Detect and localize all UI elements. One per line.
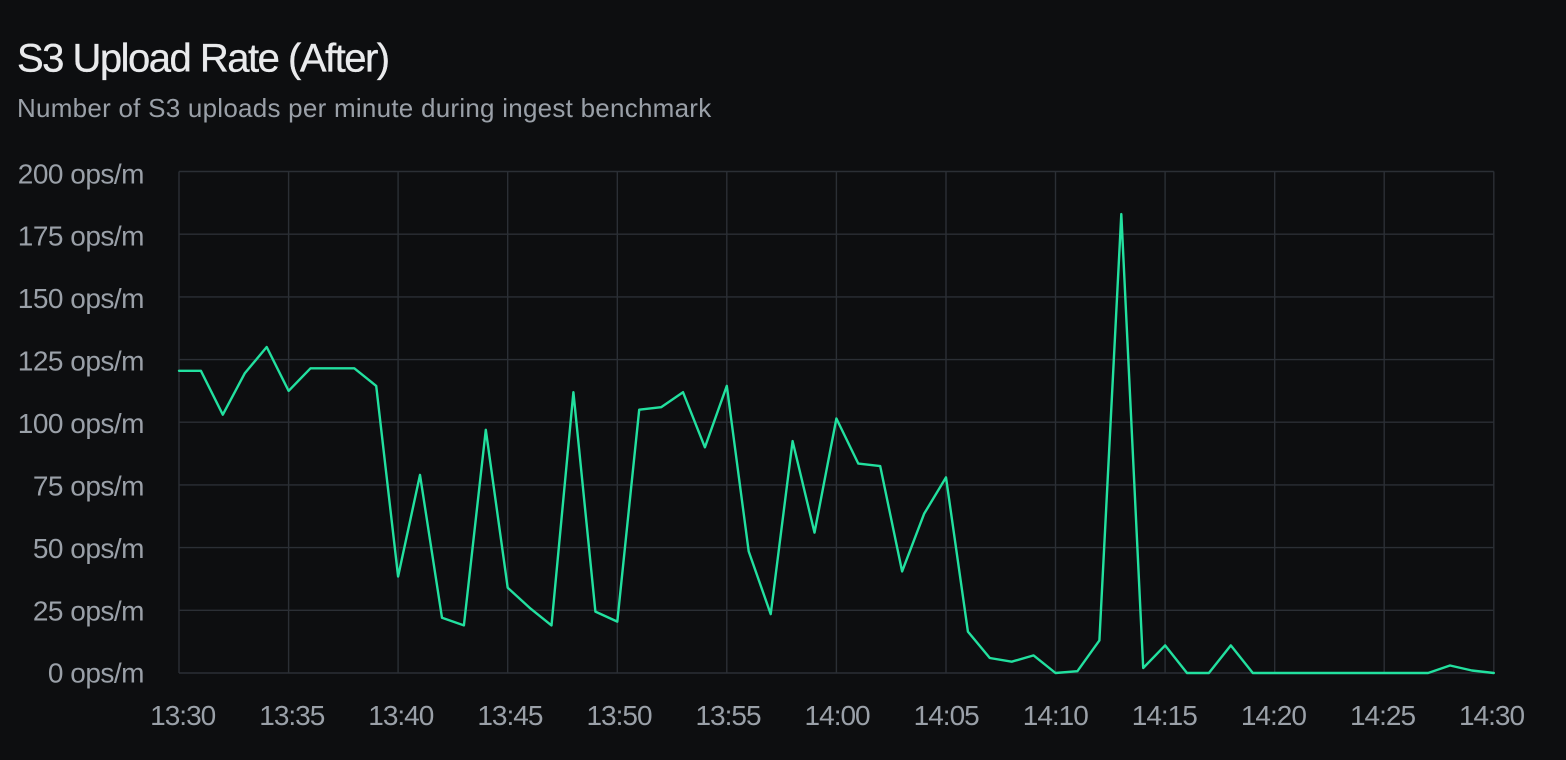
- svg-text:14:30: 14:30: [1459, 700, 1524, 731]
- svg-text:13:30: 13:30: [150, 700, 215, 731]
- svg-text:25 ops/m: 25 ops/m: [33, 595, 144, 626]
- svg-text:13:35: 13:35: [259, 700, 324, 731]
- svg-text:13:50: 13:50: [586, 700, 651, 731]
- svg-text:125 ops/m: 125 ops/m: [18, 346, 144, 377]
- svg-text:150 ops/m: 150 ops/m: [18, 283, 144, 314]
- svg-text:14:10: 14:10: [1023, 700, 1088, 731]
- svg-text:50 ops/m: 50 ops/m: [33, 533, 144, 564]
- svg-text:100 ops/m: 100 ops/m: [18, 408, 144, 439]
- svg-text:0 ops/m: 0 ops/m: [48, 658, 144, 689]
- svg-text:14:15: 14:15: [1132, 700, 1197, 731]
- svg-text:175 ops/m: 175 ops/m: [18, 221, 144, 252]
- svg-text:13:45: 13:45: [477, 700, 542, 731]
- svg-text:14:25: 14:25: [1350, 700, 1415, 731]
- svg-text:S3 Upload Rate (After): S3 Upload Rate (After): [17, 37, 389, 81]
- svg-text:Number of S3 uploads per minut: Number of S3 uploads per minute during i…: [17, 93, 712, 123]
- svg-text:75 ops/m: 75 ops/m: [33, 470, 144, 501]
- svg-text:14:20: 14:20: [1241, 700, 1306, 731]
- svg-text:14:00: 14:00: [805, 700, 870, 731]
- svg-text:200 ops/m: 200 ops/m: [18, 158, 144, 189]
- svg-text:13:55: 13:55: [695, 700, 760, 731]
- svg-text:14:05: 14:05: [914, 700, 979, 731]
- svg-text:13:40: 13:40: [368, 700, 433, 731]
